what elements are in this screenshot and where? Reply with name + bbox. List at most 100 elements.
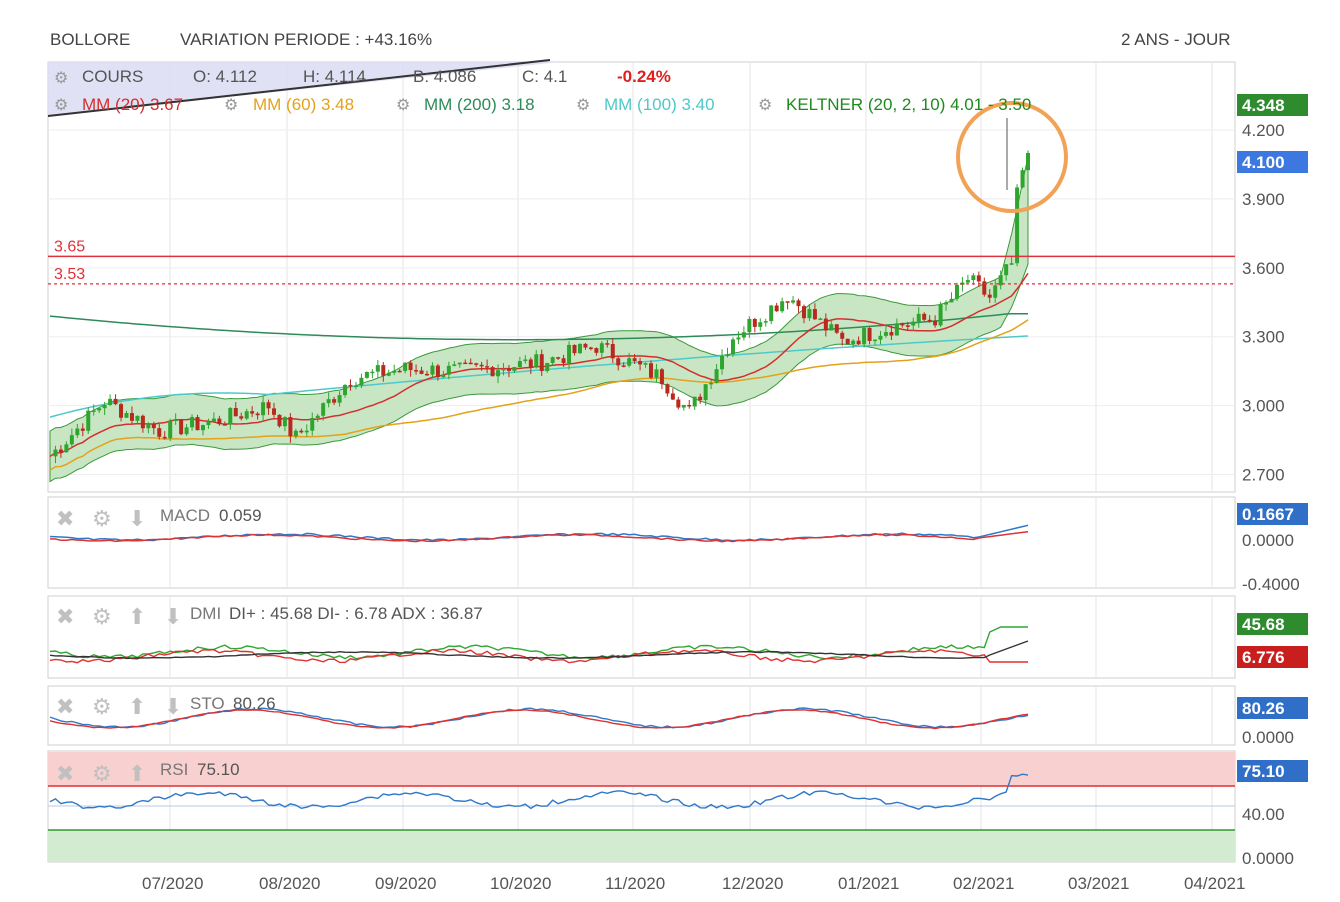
badge-high-bg (1237, 94, 1308, 116)
macd-value: 0.059 (219, 506, 262, 525)
legend-change: -0.24% (617, 67, 671, 86)
macd-signal-line (49, 530, 1029, 543)
candle (140, 415, 145, 429)
candle (353, 385, 358, 387)
x-label-3: 10/2020 (490, 874, 551, 893)
candle (479, 364, 484, 367)
candle (949, 298, 954, 303)
candle (457, 362, 462, 365)
candle (190, 417, 195, 428)
up-icon: ⬆ (128, 761, 146, 786)
sto-label: STO (190, 694, 225, 713)
candle (616, 358, 621, 366)
rsi-overbought-zone (48, 752, 1235, 786)
candle (146, 423, 151, 429)
candle (102, 405, 107, 409)
candle (692, 396, 697, 407)
candle (944, 302, 949, 305)
candle (556, 357, 561, 359)
down-icon: ⬇ (164, 694, 182, 719)
candle (610, 343, 615, 359)
rsi-label: RSI (160, 760, 188, 779)
candle (91, 410, 96, 412)
candle (545, 362, 550, 372)
sto-badge: 80.26 (1242, 699, 1285, 718)
dmi-text: DI+ : 45.68 DI- : 6.78 ADX : 36.87 (229, 604, 483, 623)
candle (195, 417, 200, 431)
candle (938, 304, 943, 326)
candle (113, 398, 118, 405)
up-icon: ⬆ (128, 694, 146, 719)
candle (845, 338, 850, 344)
legend-mm100: MM (100) 3.40 (604, 95, 715, 114)
mm200-line (49, 313, 1028, 341)
legend-keltner: KELTNER (20, 2, 10) 4.01 - 3.50 (786, 95, 1031, 114)
candle (222, 424, 227, 426)
candle (659, 369, 664, 385)
header-period: 2 ANS - JOUR (1121, 30, 1231, 49)
candle (976, 275, 981, 282)
adx-line (49, 640, 1029, 660)
candle (698, 396, 703, 401)
candle (162, 436, 167, 439)
candle (517, 361, 522, 368)
candle (272, 408, 277, 415)
mm100-gear-icon: ⚙ (576, 97, 590, 114)
mm20-line (49, 272, 1029, 458)
candle (796, 300, 801, 307)
candle (747, 318, 752, 333)
x-label-7: 02/2021 (953, 874, 1014, 893)
candle (725, 354, 730, 356)
candle (266, 402, 271, 409)
candle (588, 347, 593, 350)
candle (364, 371, 369, 378)
candle (337, 395, 342, 403)
candle (1015, 187, 1020, 264)
candle (381, 365, 386, 376)
candle (993, 285, 998, 298)
candle (304, 430, 309, 433)
candle (403, 362, 408, 371)
mm60-gear-icon: ⚙ (224, 97, 238, 114)
legend-close: C: 4.1 (522, 67, 567, 86)
close-icon: ✖ (56, 604, 74, 629)
candle (905, 325, 910, 327)
candle (758, 322, 763, 327)
legend-mm60: MM (60) 3.48 (253, 95, 354, 114)
candle (512, 367, 517, 371)
sto-badge-bg (1237, 697, 1308, 719)
gear-icon: ⚙ (92, 694, 112, 719)
down-icon: ⬇ (128, 506, 146, 531)
candle (435, 365, 440, 378)
legend-mm200: MM (200) 3.18 (424, 95, 535, 114)
header-ticker: BOLLORE (50, 30, 131, 49)
rsi-badge: 75.10 (1242, 762, 1285, 781)
candle (862, 327, 867, 345)
panel-frame-3 (47, 685, 1236, 746)
candle (643, 363, 648, 365)
candle (359, 377, 364, 386)
legend-diagonal (47, 59, 551, 117)
candle (244, 411, 249, 419)
candle (670, 393, 675, 400)
price-tick-2: 3.600 (1242, 259, 1285, 278)
dmi-badge-minus: 6.776 (1242, 648, 1285, 667)
candle (332, 399, 337, 403)
dmi-label: DMI (190, 604, 221, 623)
gear-icon: ⚙ (92, 761, 112, 786)
candle (1026, 152, 1030, 171)
up-icon: ⬆ (128, 604, 146, 629)
down-icon: ⬇ (164, 604, 182, 629)
x-label-5: 12/2020 (722, 874, 783, 893)
candle (135, 415, 140, 421)
candle (430, 365, 435, 375)
candle (151, 423, 156, 429)
candle (583, 343, 588, 348)
candle (900, 323, 905, 326)
header-variation: VARIATION PERIODE : +43.16% (180, 30, 433, 49)
candle (408, 362, 413, 371)
candle (452, 364, 457, 366)
level-label-0: 3.65 (54, 238, 85, 255)
candle (927, 319, 932, 322)
candle (599, 343, 604, 353)
